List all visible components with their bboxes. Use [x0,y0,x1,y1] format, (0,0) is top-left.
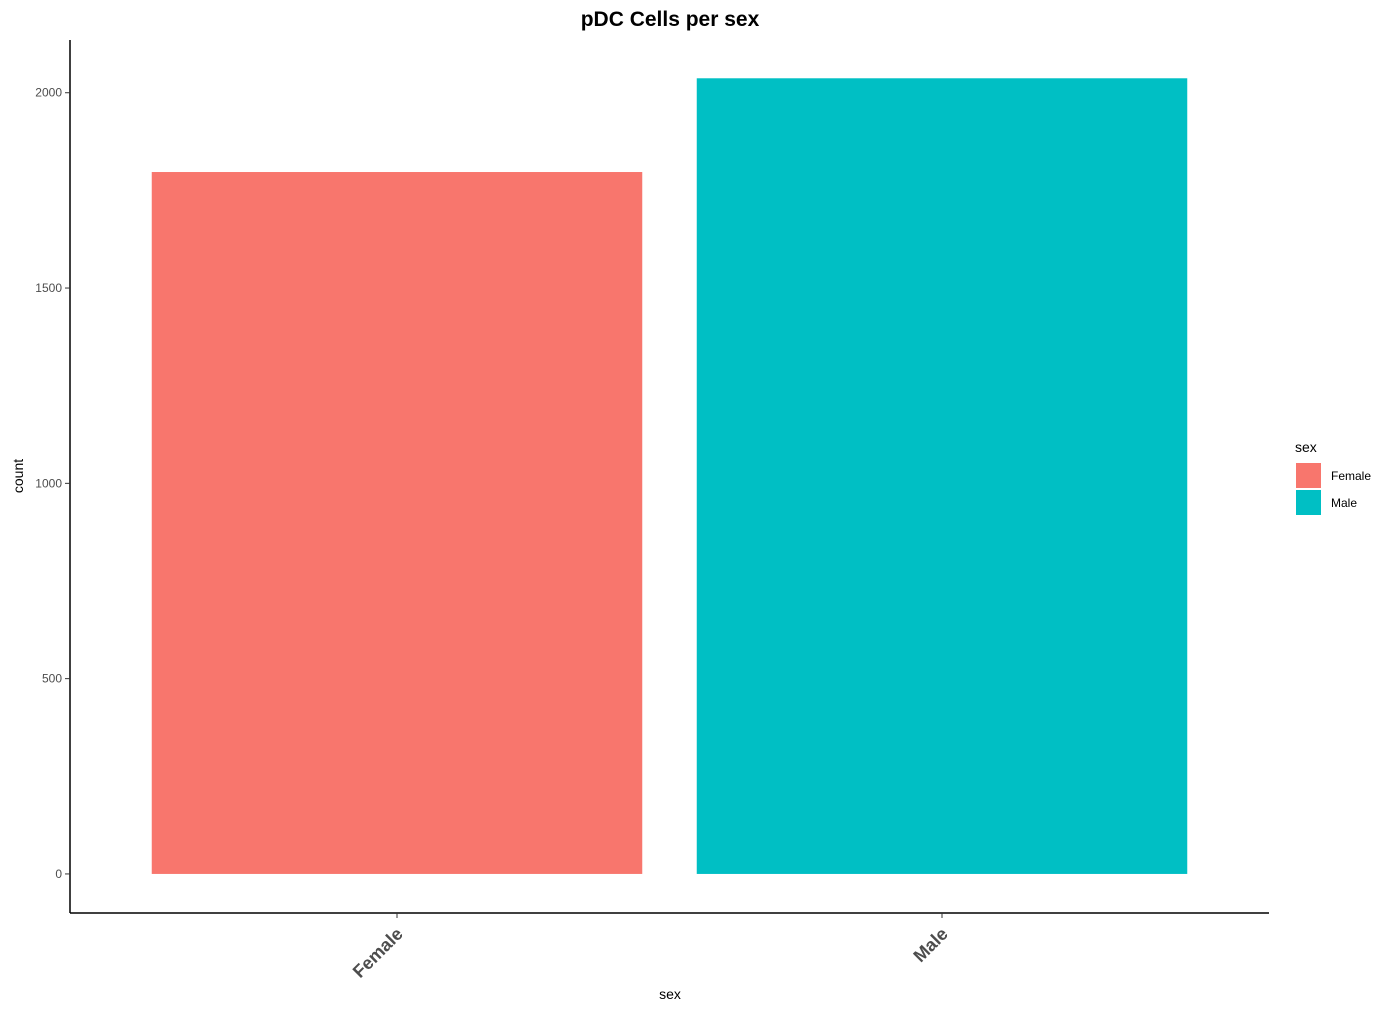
chart-title: pDC Cells per sex [581,8,760,31]
legend-items: Female Male [1296,463,1371,515]
legend-label-male: Male [1331,496,1357,510]
y-tick-label: 2000 [35,86,62,100]
y-tick-label: 500 [42,672,62,686]
bar-female [151,172,643,874]
y-axis-title: count [10,459,26,493]
y-ticks: 0 500 1000 1500 2000 [35,86,70,881]
x-tick-label-male: Male [909,924,951,966]
legend-key-female [1296,463,1321,488]
legend-key-male [1296,490,1321,515]
bars-layer [151,78,1188,874]
y-tick-label: 1500 [35,281,62,295]
x-axis-title: sex [659,986,681,1002]
y-tick-label: 1000 [35,476,62,490]
legend: sex Female Male [1295,439,1371,515]
y-tick-label: 0 [55,867,62,881]
x-tick-label-female: Female [349,924,407,982]
legend-title: sex [1295,439,1317,455]
legend-label-female: Female [1331,469,1371,483]
bar-male [696,78,1188,874]
x-ticks: Female Male [349,913,952,982]
